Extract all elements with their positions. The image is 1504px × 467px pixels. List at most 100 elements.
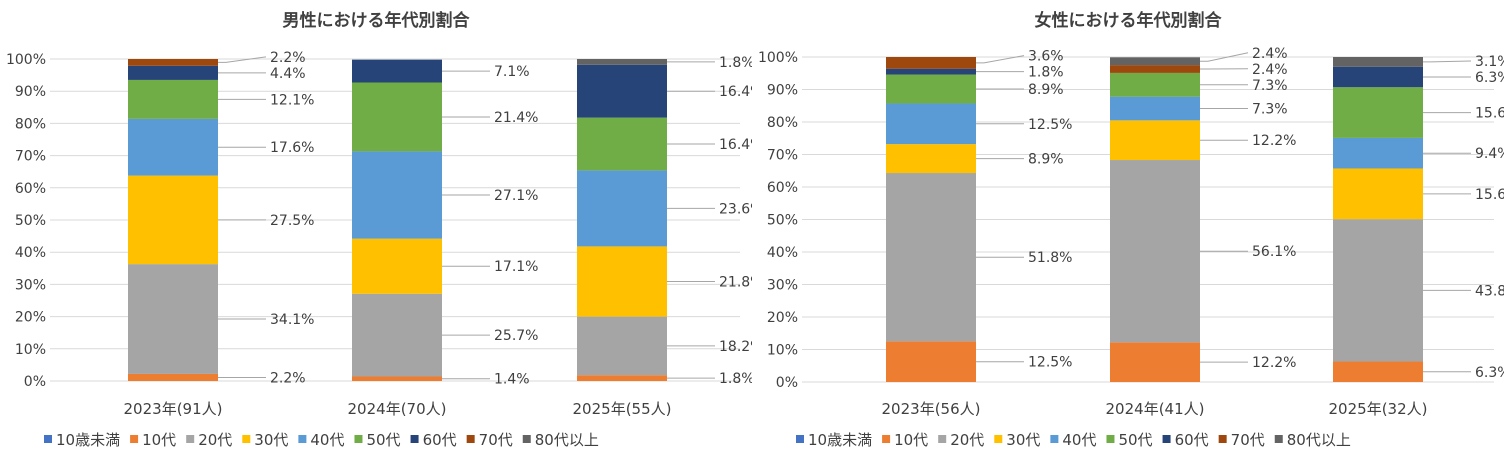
bar-segment	[577, 170, 667, 247]
data-label: 3.6%	[1028, 49, 1064, 65]
legend-label: 60代	[423, 431, 457, 449]
y-tick-label: 10%	[767, 343, 798, 359]
bar-segment	[886, 341, 976, 382]
y-tick-label: 50%	[767, 213, 798, 229]
data-label: 43.8%	[1475, 283, 1504, 299]
legend-swatch	[1050, 435, 1059, 443]
legend-label: 80代以上	[535, 431, 599, 449]
legend-label: 30代	[254, 431, 288, 449]
bar-segment	[1110, 96, 1200, 121]
female-age-chart: 女性における年代別割合 0% 10% 20% 30% 40% 50% 60% 70% 80% 90%…	[758, 10, 1504, 449]
data-label: 6.3%	[1475, 365, 1504, 381]
bar-segment	[1110, 57, 1200, 66]
y-tick-label: 60%	[767, 180, 798, 196]
data-label: 1.8%	[719, 55, 752, 71]
y-tick-label: 80%	[767, 115, 798, 131]
legend-swatch	[242, 435, 251, 443]
y-tick-label: 30%	[767, 278, 798, 294]
bar-segment	[1333, 87, 1423, 138]
bar-segment	[128, 175, 218, 265]
legend-swatch	[44, 435, 52, 443]
bar-segment	[1333, 137, 1423, 169]
bar-segment	[128, 59, 218, 66]
data-label: 2.2%	[270, 370, 306, 386]
data-label: 1.8%	[1028, 65, 1064, 81]
bar-segment	[1333, 57, 1423, 67]
data-label: 2.4%	[1252, 62, 1288, 78]
data-label: 15.6%	[1475, 187, 1504, 203]
data-label: 6.3%	[1475, 70, 1504, 86]
legend-label: 20代	[198, 431, 232, 449]
bar-segment	[128, 79, 218, 119]
data-label: 4.4%	[270, 66, 306, 82]
y-tick-label: 80%	[15, 116, 46, 132]
legend-swatch	[938, 435, 947, 443]
data-label: 12.1%	[270, 92, 314, 108]
data-label: 3.1%	[1475, 54, 1504, 70]
bar-segment	[886, 103, 976, 145]
bar-segment	[577, 375, 667, 381]
bar-segment	[577, 246, 667, 317]
category-label: 2023年(91人)	[124, 400, 223, 418]
bar-segment	[886, 173, 976, 342]
data-label: 2.4%	[1252, 46, 1288, 62]
legend-label: 40代	[310, 431, 344, 449]
y-tick-label: 20%	[767, 310, 798, 326]
y-tick-label: 100%	[6, 52, 46, 68]
bar-segment	[886, 68, 976, 75]
data-label: 27.1%	[494, 188, 538, 204]
y-tick-label: 40%	[15, 245, 46, 261]
y-tick-label: 100%	[758, 50, 798, 66]
bar-segment	[577, 64, 667, 118]
legend-swatch	[994, 435, 1003, 443]
bar-segment	[577, 316, 667, 376]
bar-segment	[128, 118, 218, 176]
category-label: 2024年(70人)	[348, 400, 447, 418]
legend-label: 10歳未満	[56, 431, 120, 449]
bar-segment	[1110, 342, 1200, 382]
chart-title: 女性における年代別割合	[1035, 10, 1223, 31]
bar-segment	[1333, 66, 1423, 88]
data-label: 17.1%	[494, 259, 538, 275]
data-label: 34.1%	[270, 312, 314, 328]
bar-segment	[128, 373, 218, 381]
legend-swatch	[410, 435, 419, 443]
bar-segment	[577, 59, 667, 65]
legend-swatch	[1274, 435, 1283, 443]
legend-label: 50代	[1118, 431, 1152, 449]
bar-segment	[352, 293, 442, 377]
data-label: 9.4%	[1475, 146, 1504, 162]
y-tick-label: 10%	[15, 342, 46, 358]
data-label: 16.4%	[719, 137, 752, 153]
legend-swatch	[186, 435, 195, 443]
leader-line	[976, 55, 1025, 64]
legend-label: 80代以上	[1287, 431, 1351, 449]
data-label: 15.6%	[1475, 106, 1504, 122]
data-label: 7.3%	[1252, 78, 1288, 94]
bar-segment	[352, 376, 442, 381]
y-tick-label: 90%	[15, 84, 46, 100]
y-tick-label: 0%	[24, 374, 46, 390]
legend-label: 20代	[950, 431, 984, 449]
legend-label: 60代	[1175, 431, 1209, 449]
legend-label: 70代	[479, 431, 513, 449]
bar-segment	[352, 238, 442, 294]
leader-line	[218, 56, 267, 63]
legend-swatch	[466, 435, 475, 443]
category-label: 2024年(41人)	[1106, 400, 1205, 418]
legend-swatch	[298, 435, 307, 443]
bar-segment	[1110, 72, 1200, 97]
bar-segment	[352, 59, 442, 83]
legend-label: 50代	[366, 431, 400, 449]
bar-segment	[1110, 120, 1200, 161]
legend-swatch	[1106, 435, 1115, 443]
data-label: 12.5%	[1028, 355, 1072, 371]
legend-label: 10歳未満	[808, 431, 872, 449]
leader-line	[1200, 52, 1249, 62]
bar-segment	[886, 74, 976, 104]
legend-swatch	[354, 435, 363, 443]
bar-segment	[128, 65, 218, 80]
bar-segment	[1110, 160, 1200, 343]
y-tick-label: 70%	[15, 149, 46, 165]
